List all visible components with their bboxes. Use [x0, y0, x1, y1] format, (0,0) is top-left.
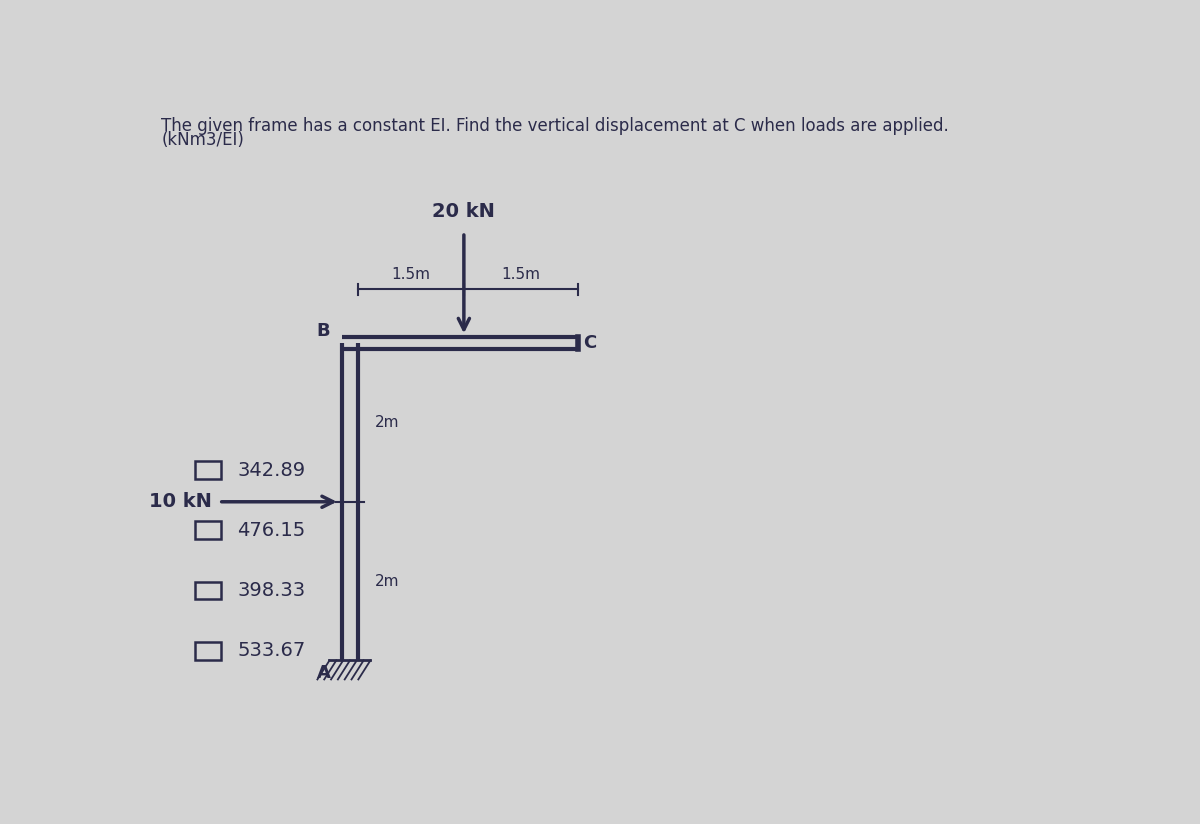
Text: C: C [583, 335, 596, 352]
Text: A: A [317, 663, 330, 681]
Text: B: B [317, 322, 330, 340]
Bar [194, 522, 221, 539]
Bar [194, 461, 221, 479]
Text: 2m: 2m [376, 574, 400, 588]
Text: 342.89: 342.89 [238, 461, 306, 480]
Text: 1.5m: 1.5m [391, 267, 431, 282]
Bar [194, 582, 221, 600]
Text: The given frame has a constant EI. Find the vertical displacement at C when load: The given frame has a constant EI. Find … [161, 117, 949, 134]
Text: 398.33: 398.33 [238, 581, 306, 600]
Text: 10 kN: 10 kN [149, 492, 211, 511]
Text: 20 kN: 20 kN [432, 202, 496, 221]
Bar [194, 642, 221, 660]
Text: 533.67: 533.67 [238, 641, 306, 660]
Text: (kNm3/EI): (kNm3/EI) [161, 131, 244, 148]
Text: 1.5m: 1.5m [502, 267, 540, 282]
Text: 2m: 2m [376, 415, 400, 430]
Text: 476.15: 476.15 [238, 521, 306, 540]
